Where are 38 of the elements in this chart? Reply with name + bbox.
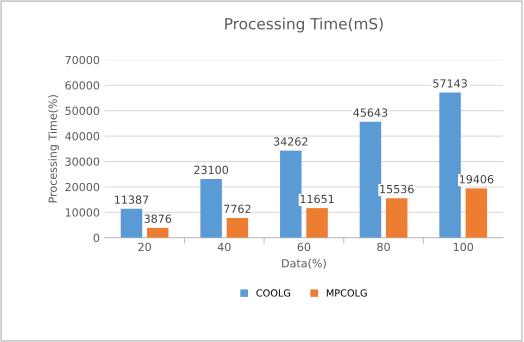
y-tick-label: 30000: [65, 157, 100, 166]
x-axis-title: Data(%): [282, 258, 326, 269]
chart-title: Processing Time(mS): [225, 18, 383, 32]
bar: [466, 188, 488, 238]
data-label: 11651: [300, 194, 334, 204]
x-tick-label: 40: [218, 242, 231, 252]
bar: [147, 228, 169, 238]
bar: [280, 150, 302, 238]
data-label: 3876: [144, 214, 172, 223]
data-label: 11387: [115, 195, 148, 204]
bar: [439, 92, 461, 238]
bar: [200, 179, 222, 238]
bar: [360, 122, 382, 238]
x-tick-label: 100: [454, 242, 474, 252]
y-tick-label: 20000: [65, 182, 100, 192]
x-tick-label: 80: [377, 242, 390, 252]
y-tick-label: 70000: [66, 56, 100, 64]
data-label: 45643: [353, 108, 388, 117]
bar: [386, 198, 408, 238]
data-label: 15536: [380, 184, 414, 194]
y-axis-title: Processing Time(%): [48, 95, 60, 202]
x-tick-label: 60: [298, 242, 310, 252]
bar: [120, 208, 142, 238]
bar: [226, 218, 248, 238]
bar: [306, 208, 328, 238]
data-label: 34262: [274, 137, 308, 146]
y-tick-label: 10000: [66, 208, 100, 217]
y-tick-label: 60000: [65, 81, 100, 90]
data-label: 7762: [224, 204, 250, 214]
x-tick-label: 20: [138, 242, 151, 252]
legend-label: MPCOLG: [326, 289, 367, 297]
data-label: 57143: [433, 79, 467, 88]
legend-label: COOLG: [256, 289, 290, 297]
data-label: 23100: [194, 166, 228, 174]
y-tick-label: 50000: [65, 106, 100, 116]
y-tick-label: 0: [94, 234, 100, 242]
y-tick-label: 40000: [65, 132, 100, 140]
data-label: 19406: [460, 175, 494, 184]
